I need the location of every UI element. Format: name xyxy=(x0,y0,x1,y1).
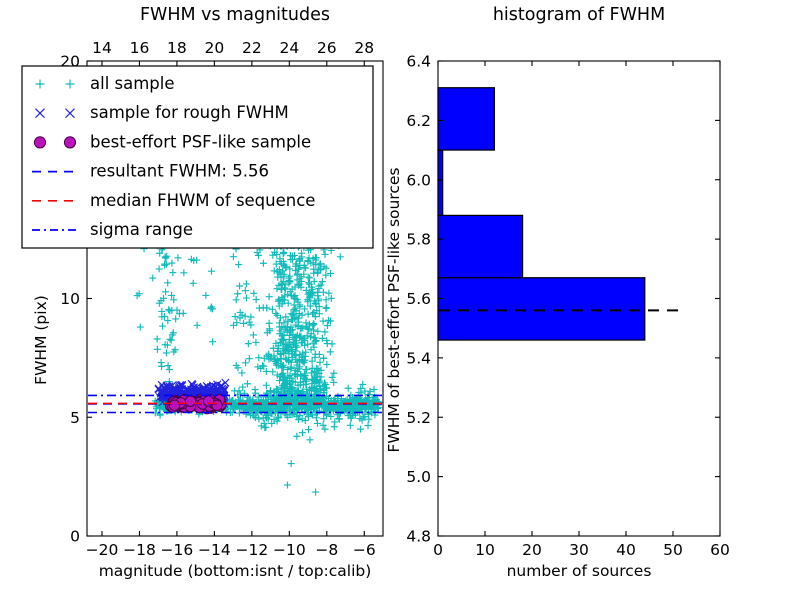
left-xticklabel: −10 xyxy=(273,541,306,559)
histogram-bars xyxy=(437,87,646,341)
left-axis-ticks: −20 −18 −16 −14 −12 −10 −8 −6 14 16 18 20 22 24 26 28 0 5… xyxy=(60,39,375,559)
legend-item-label: median FHWM of sequence xyxy=(90,191,315,210)
left-xticklabel-top: 24 xyxy=(279,39,299,57)
legend: all sample sample for rough FWHM best-effo… xyxy=(21,65,374,249)
legend-item-label: sigma range xyxy=(90,220,193,239)
histogram-bar xyxy=(437,87,496,151)
left-panel-title: FWHM vs magnitudes xyxy=(140,5,330,25)
right-panel-title: histogram of FWHM xyxy=(493,5,665,25)
psf-sample-point xyxy=(168,399,181,411)
left-xticklabel-top: 22 xyxy=(242,39,262,57)
right-xticklabel: 50 xyxy=(663,541,683,559)
legend-item-line[interactable]: resultant FWHM: 5.56 xyxy=(32,162,269,181)
right-yticklabel: 6.0 xyxy=(406,171,431,189)
left-yaxis-label: FWHM (pix) xyxy=(32,295,50,385)
right-xticklabel: 20 xyxy=(522,541,542,559)
legend-item-line[interactable]: sigma range xyxy=(32,220,193,239)
left-yticklabel: 10 xyxy=(60,290,80,308)
legend-items: all sample sample for rough FWHM best-effo… xyxy=(32,74,315,239)
right-yticklabel: 6.2 xyxy=(406,112,431,130)
left-xaxis-label: magnitude (bottom:isnt / top:calib) xyxy=(99,562,372,580)
legend-item-rough-fwhm[interactable]: sample for rough FWHM xyxy=(35,103,289,122)
histogram-bar xyxy=(437,149,444,216)
right-yaxis-label: FWHM of best-effort PSF-like sources xyxy=(385,167,403,452)
right-panel-histogram: histogram of FWHM 0 10 20 30 40 50 60 4.8 5.0 5.2… xyxy=(385,5,730,580)
right-yticklabel: 5.2 xyxy=(406,409,431,427)
left-xticklabel-top: 28 xyxy=(354,39,374,57)
left-yticklabel: 0 xyxy=(70,528,80,546)
legend-item-label: resultant FWHM: 5.56 xyxy=(90,162,269,181)
left-xticklabel: −18 xyxy=(123,541,156,559)
left-xticklabel-top: 26 xyxy=(317,39,337,57)
left-yticklabel: 5 xyxy=(70,409,80,427)
left-xticklabel: −8 xyxy=(315,541,338,559)
psf-sample-point xyxy=(184,395,197,407)
histogram-bar xyxy=(437,277,646,341)
right-xticklabel: 30 xyxy=(569,541,589,559)
left-xticklabel: −14 xyxy=(198,541,231,559)
left-xticklabel-top: 18 xyxy=(167,39,187,57)
legend-item-label: all sample xyxy=(90,74,175,93)
legend-marker-circle xyxy=(63,136,77,149)
right-yticklabel: 5.0 xyxy=(406,468,431,486)
legend-item-line[interactable]: median FHWM of sequence xyxy=(32,191,315,210)
legend-item-label: sample for rough FWHM xyxy=(90,103,289,122)
left-xticklabel: −16 xyxy=(161,541,194,559)
left-xticklabel-top: 14 xyxy=(92,39,112,57)
left-xticklabel: −12 xyxy=(236,541,269,559)
right-xaxis-label: number of sources xyxy=(507,562,652,580)
legend-item-psf-like[interactable]: best-effort PSF-like sample xyxy=(33,132,311,151)
right-yticklabel: 5.6 xyxy=(406,290,431,308)
histogram-bar xyxy=(437,214,524,279)
left-xticklabel-top: 20 xyxy=(205,39,225,57)
right-xticklabel: 60 xyxy=(710,541,730,559)
right-yticklabel: 5.4 xyxy=(406,349,431,367)
left-reference-lines xyxy=(88,394,382,414)
left-xticklabel-top: 16 xyxy=(130,39,150,57)
right-xticklabel: 0 xyxy=(433,541,443,559)
right-xticklabel: 10 xyxy=(475,541,495,559)
legend-item-label: best-effort PSF-like sample xyxy=(90,132,311,151)
legend-box xyxy=(21,65,374,249)
right-yticklabel: 6.4 xyxy=(406,53,431,71)
right-xticklabel: 40 xyxy=(616,541,636,559)
legend-marker-circle xyxy=(33,136,47,149)
left-xticklabel: −6 xyxy=(353,541,376,559)
right-yticklabel: 5.8 xyxy=(406,231,431,249)
right-axis-ticks: 0 10 20 30 40 50 60 4.8 5.0 5.2 5.4 5.6 5.8 6.0 6.2 6.4 xyxy=(406,53,730,560)
left-xticklabel: −20 xyxy=(86,541,119,559)
legend-item-all-sample[interactable]: all sample xyxy=(35,74,175,93)
right-yticklabel: 4.8 xyxy=(406,528,431,546)
